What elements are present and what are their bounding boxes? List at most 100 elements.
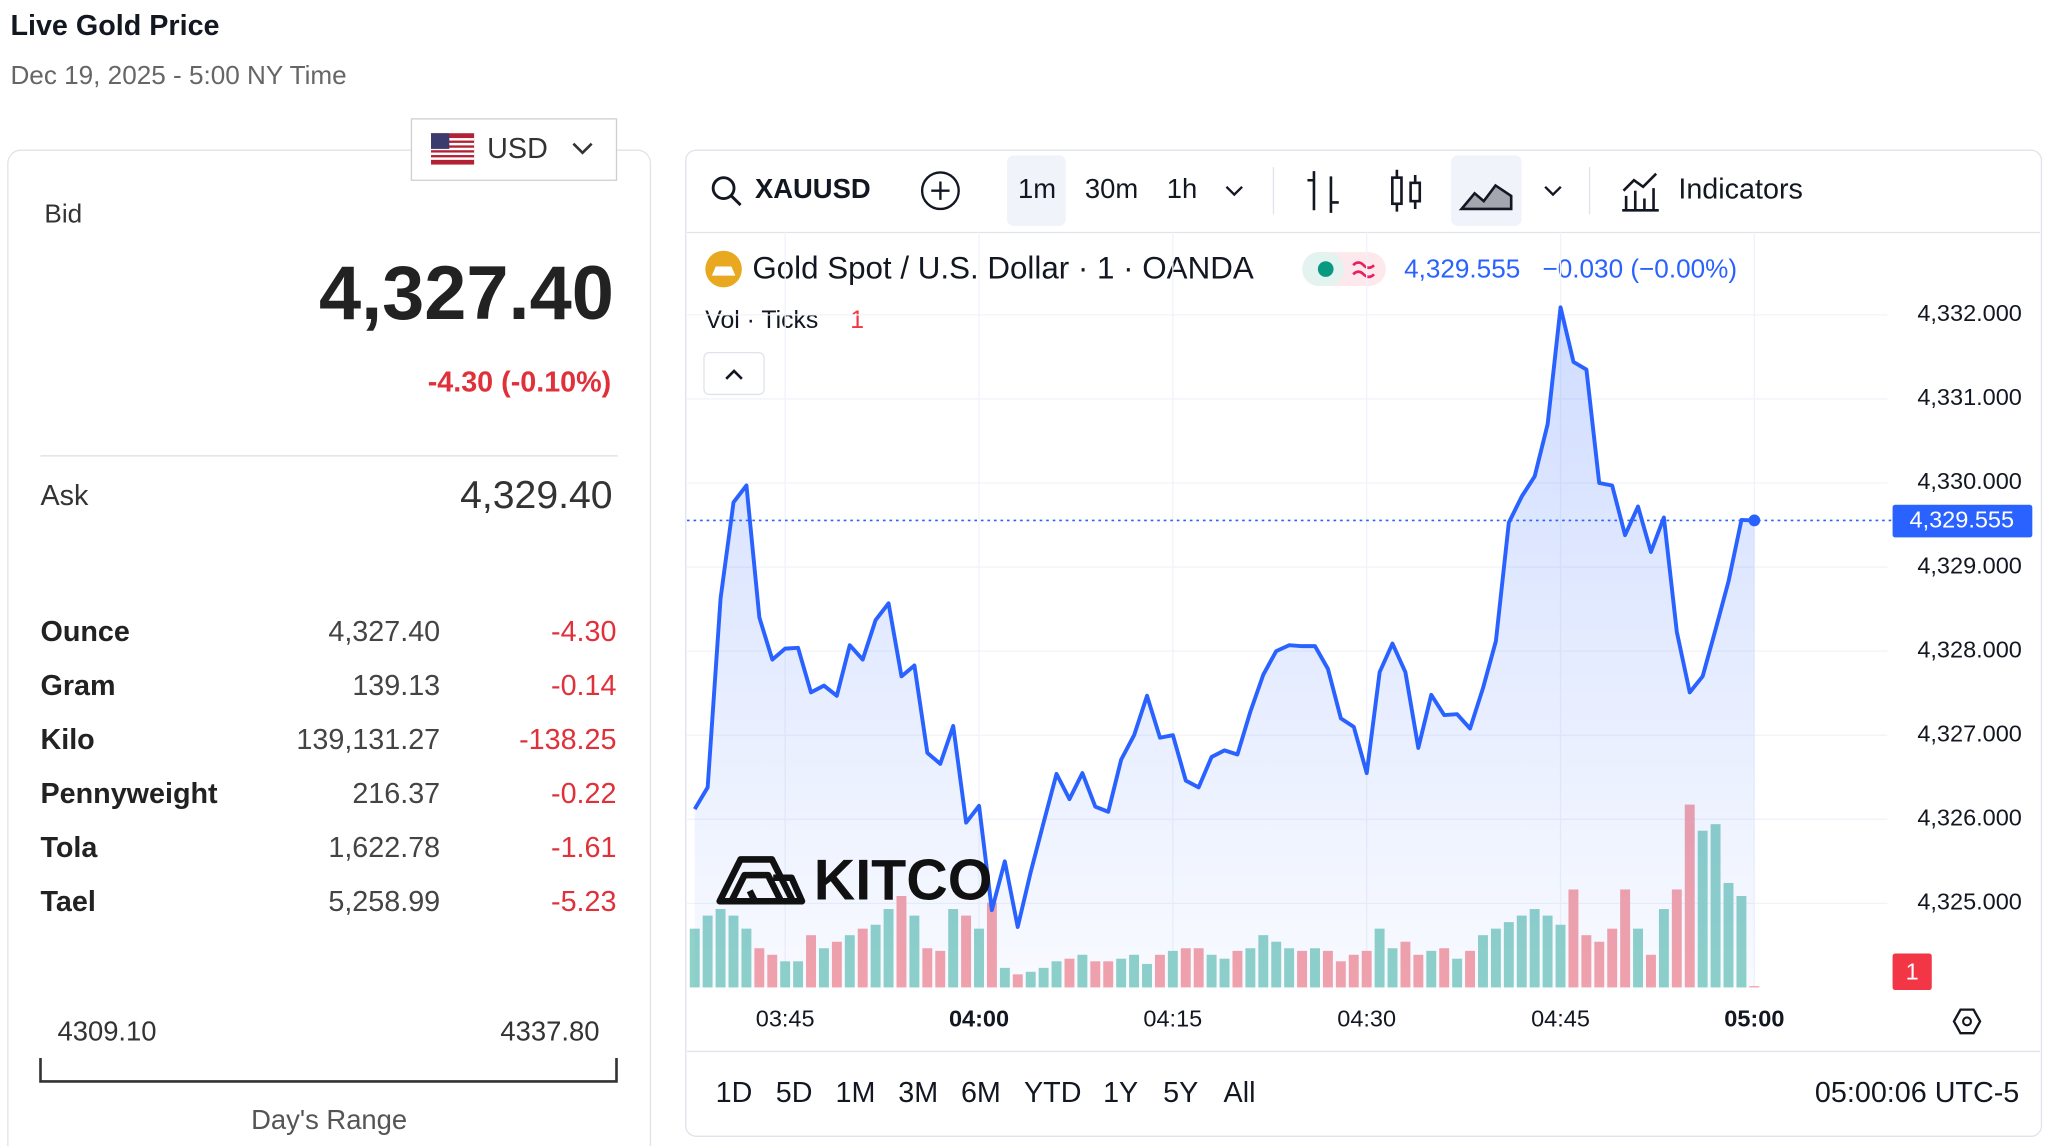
range-button[interactable]: 5Y — [1163, 1077, 1198, 1109]
watermark: KITCO — [716, 848, 993, 912]
interval-chevron[interactable] — [1225, 185, 1243, 197]
unit-name: Tola — [40, 832, 98, 864]
currency-select[interactable]: USD — [410, 118, 618, 181]
symbol-search[interactable]: XAUUSD — [711, 173, 871, 207]
unit-price: 4,327.40 — [328, 616, 440, 648]
search-icon — [730, 194, 742, 207]
range-button[interactable]: 3M — [898, 1077, 938, 1109]
clock: 05:00:06 UTC-5 — [1815, 1077, 2019, 1109]
unit-change: -0.22 — [551, 778, 616, 810]
settings-icon[interactable] — [1952, 1008, 1982, 1035]
unit-change: -1.61 — [551, 832, 616, 864]
plot: 4,325.000 4,326.000 4,327.000 4,328.000 4,32… — [687, 232, 2033, 1031]
range-button[interactable]: 6M — [961, 1077, 1001, 1109]
unit-name: Pennyweight — [40, 778, 218, 810]
delay-icon — [1352, 261, 1375, 279]
range-button[interactable]: All — [1224, 1077, 1256, 1109]
last-price-label: 4,329.555 — [1910, 506, 2015, 532]
symbol[interactable]: XAUUSD — [755, 173, 871, 204]
range-button[interactable]: 5D — [776, 1077, 813, 1109]
candles-icon[interactable] — [1391, 169, 1422, 212]
page-title: Live Gold Price — [10, 10, 219, 42]
chart-type-chevron[interactable] — [1544, 185, 1562, 197]
y-tick-label: 4,330.000 — [1917, 468, 2022, 494]
interval-button[interactable]: 1h — [1167, 173, 1197, 204]
unit-price: 139,131.27 — [296, 724, 440, 756]
y-tick-label: 4,326.000 — [1917, 804, 2022, 830]
x-tick-label: 04:30 — [1337, 1005, 1396, 1031]
unit-name: Gram — [40, 670, 115, 702]
legend-price: 4,329.555 — [1404, 253, 1520, 283]
legend-change: −0.030 (−0.00%) — [1543, 253, 1738, 283]
x-tick-label: 05:00 — [1724, 1005, 1784, 1031]
y-tick-label: 4,325.000 — [1917, 889, 2022, 915]
plot-area — [687, 232, 1888, 988]
volume-price-box — [1892, 953, 1932, 991]
y-tick-label: 4,329.000 — [1917, 552, 2022, 578]
x-tick-label: 03:45 — [756, 1005, 815, 1031]
unit-name: Tael — [40, 886, 95, 918]
plus-icon[interactable] — [920, 171, 960, 211]
volume-legend-value: 1 — [850, 307, 864, 334]
price-line — [693, 305, 1755, 929]
x-tick-label: 04:00 — [949, 1005, 1009, 1031]
flag-canton — [431, 133, 450, 149]
unit-price: 216.37 — [352, 778, 440, 810]
last-price-dot — [1748, 514, 1761, 527]
bars-icon[interactable] — [1307, 171, 1339, 213]
range-button[interactable]: 1M — [836, 1077, 876, 1109]
bid-label: Bid — [44, 198, 82, 228]
range-button[interactable]: 1D — [716, 1077, 753, 1109]
volume-bar — [689, 928, 700, 988]
unit-change: -4.30 — [551, 616, 616, 648]
interval-highlight — [1007, 155, 1066, 226]
legend-title: Gold Spot / U.S. Dollar · 1 · OANDA — [752, 251, 1254, 286]
price-card — [7, 149, 652, 1146]
watermark-logo — [716, 856, 806, 905]
unit-price: 139.13 — [352, 670, 440, 702]
range-high: 4337.80 — [500, 1015, 599, 1046]
x-tick-label: 04:45 — [1531, 1005, 1590, 1031]
plus-icon — [931, 181, 950, 200]
volume-price-label: 1 — [1906, 958, 1919, 984]
bid-change: -4.30 (-0.10%) — [428, 367, 612, 399]
indicators-icon[interactable] — [1622, 172, 1659, 212]
compare-button[interactable] — [920, 171, 960, 211]
search-icon — [711, 176, 736, 200]
ask-label: Ask — [40, 480, 89, 512]
unit-table: Ounce 4,327.40 -4.30 Gram 139.13 -0.14 Kilo 139… — [40, 616, 616, 918]
symbol-icon-bar — [711, 266, 736, 276]
collapse-button[interactable] — [703, 352, 765, 396]
range-low: 4309.10 — [57, 1015, 156, 1046]
settings-icon-center — [1962, 1016, 1972, 1027]
unit-name: Ounce — [40, 616, 129, 648]
indicators-button[interactable]: Indicators — [1678, 173, 1803, 205]
flag-stripes — [431, 138, 475, 160]
chart-type-highlight — [1451, 155, 1522, 226]
market-status-dot — [1317, 261, 1334, 277]
range-buttons: 1D 5D 1M 3M 6M YTD 1Y 5Y All — [716, 1077, 1256, 1109]
volume-bar — [1749, 986, 1760, 988]
y-tick-label: 4,327.000 — [1917, 720, 2022, 746]
bid-price: 4,327.40 — [319, 251, 614, 336]
y-tick-label: 4,332.000 — [1917, 300, 2022, 326]
unit-price: 5,258.99 — [328, 886, 440, 918]
range-button[interactable]: YTD — [1024, 1077, 1081, 1109]
unit-change: -5.23 — [551, 886, 616, 918]
last-price-box — [1892, 504, 2033, 538]
interval-button[interactable]: 30m — [1085, 173, 1138, 204]
collapse-chevron — [725, 369, 743, 380]
y-tick-label: 4,331.000 — [1917, 384, 2022, 410]
range-button[interactable]: 1Y — [1103, 1077, 1138, 1109]
interval-button[interactable]: 1m — [1018, 173, 1056, 204]
watermark-text: KITCO — [814, 848, 993, 912]
unit-change: -0.14 — [551, 670, 616, 702]
unit-name: Kilo — [40, 724, 94, 756]
area-icon[interactable] — [1458, 183, 1513, 211]
range-label: Day's Range — [251, 1104, 407, 1135]
unit-change: -138.25 — [519, 724, 616, 756]
currency-label[interactable]: USD — [487, 133, 548, 165]
y-tick-label: 4,328.000 — [1917, 636, 2022, 662]
